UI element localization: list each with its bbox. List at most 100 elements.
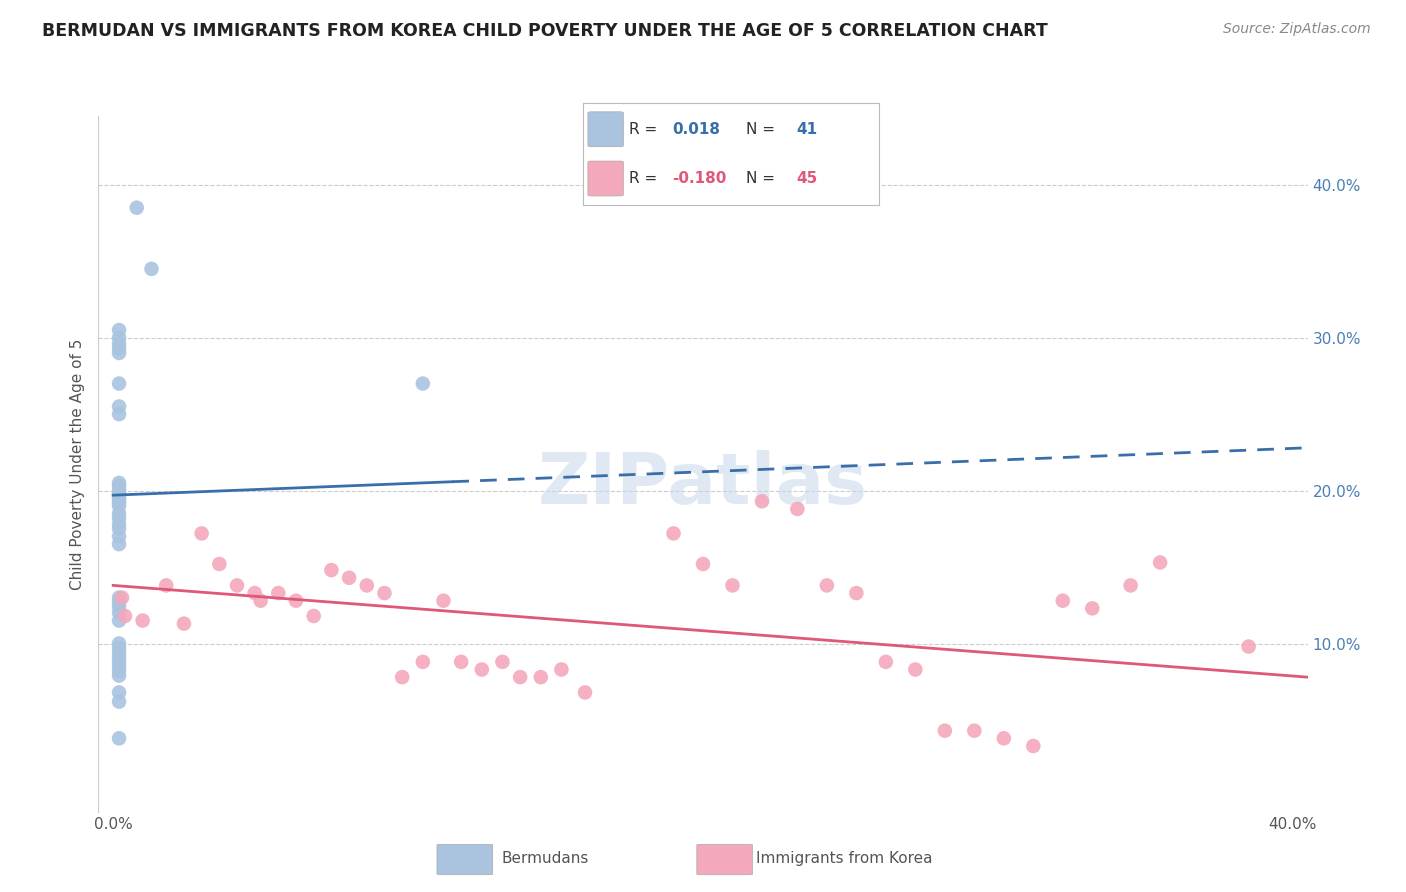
Text: R =: R = bbox=[630, 121, 658, 136]
Point bbox=[321, 563, 343, 577]
Point bbox=[108, 490, 131, 504]
Point bbox=[786, 502, 808, 516]
Point bbox=[1149, 556, 1171, 570]
Text: Bermudans: Bermudans bbox=[502, 851, 589, 866]
Point bbox=[108, 731, 131, 746]
Point bbox=[1052, 593, 1074, 607]
Point bbox=[509, 670, 531, 684]
Point bbox=[173, 616, 195, 631]
Point bbox=[108, 486, 131, 500]
Text: R =: R = bbox=[630, 171, 658, 186]
Point bbox=[249, 593, 271, 607]
Point bbox=[471, 663, 494, 677]
Point bbox=[432, 593, 454, 607]
Point bbox=[108, 636, 131, 650]
Point bbox=[875, 655, 897, 669]
Point bbox=[963, 723, 986, 738]
Point bbox=[993, 731, 1015, 746]
Point bbox=[108, 614, 131, 628]
Point bbox=[108, 668, 131, 682]
Point bbox=[108, 641, 131, 656]
Point bbox=[108, 664, 131, 678]
Point bbox=[190, 526, 212, 541]
Point bbox=[108, 511, 131, 525]
Point bbox=[108, 475, 131, 490]
Point bbox=[108, 606, 131, 620]
Point bbox=[108, 342, 131, 356]
Point bbox=[108, 499, 131, 513]
Point bbox=[108, 685, 131, 699]
Point bbox=[108, 650, 131, 665]
Point bbox=[108, 517, 131, 532]
Point bbox=[904, 663, 927, 677]
Point bbox=[111, 591, 134, 605]
Point bbox=[108, 591, 131, 605]
Point bbox=[108, 655, 131, 669]
Point bbox=[412, 655, 434, 669]
Point bbox=[108, 483, 131, 498]
Point bbox=[721, 578, 744, 592]
Point bbox=[267, 586, 290, 600]
Text: Source: ZipAtlas.com: Source: ZipAtlas.com bbox=[1223, 22, 1371, 37]
Point bbox=[108, 331, 131, 345]
Point bbox=[155, 578, 177, 592]
Point bbox=[692, 557, 714, 571]
Point bbox=[491, 655, 513, 669]
Point bbox=[108, 323, 131, 337]
Point bbox=[108, 496, 131, 510]
Point bbox=[108, 346, 131, 360]
Point bbox=[662, 526, 685, 541]
Point bbox=[131, 614, 153, 628]
Point bbox=[226, 578, 249, 592]
Point bbox=[108, 695, 131, 709]
Text: -0.180: -0.180 bbox=[672, 171, 727, 186]
Point bbox=[356, 578, 378, 592]
FancyBboxPatch shape bbox=[437, 845, 492, 875]
Point bbox=[108, 336, 131, 351]
Text: 0.018: 0.018 bbox=[672, 121, 720, 136]
Point bbox=[845, 586, 868, 600]
Point bbox=[141, 261, 163, 276]
Point bbox=[114, 609, 136, 624]
Point bbox=[412, 376, 434, 391]
Point bbox=[208, 557, 231, 571]
Point bbox=[108, 507, 131, 521]
Point bbox=[530, 670, 553, 684]
Point bbox=[108, 595, 131, 609]
Point bbox=[108, 376, 131, 391]
Text: 45: 45 bbox=[796, 171, 817, 186]
Point bbox=[108, 400, 131, 414]
Point bbox=[108, 659, 131, 673]
Point bbox=[243, 586, 266, 600]
Point bbox=[108, 479, 131, 493]
Point bbox=[550, 663, 572, 677]
Point bbox=[108, 646, 131, 660]
FancyBboxPatch shape bbox=[697, 845, 752, 875]
Text: Immigrants from Korea: Immigrants from Korea bbox=[755, 851, 932, 866]
Point bbox=[373, 586, 395, 600]
Point bbox=[302, 609, 325, 624]
Point bbox=[108, 599, 131, 614]
Point bbox=[108, 522, 131, 536]
Point bbox=[1237, 640, 1260, 654]
Text: 41: 41 bbox=[796, 121, 817, 136]
Point bbox=[391, 670, 413, 684]
Point bbox=[108, 407, 131, 421]
Point bbox=[337, 571, 360, 585]
Point bbox=[125, 201, 148, 215]
Point bbox=[450, 655, 472, 669]
Text: ZIPatlas: ZIPatlas bbox=[538, 450, 868, 519]
Point bbox=[1119, 578, 1142, 592]
Point bbox=[1081, 601, 1104, 615]
Point bbox=[108, 529, 131, 543]
Point bbox=[108, 492, 131, 507]
FancyBboxPatch shape bbox=[588, 161, 623, 196]
Point bbox=[1022, 739, 1045, 753]
FancyBboxPatch shape bbox=[588, 112, 623, 146]
Text: N =: N = bbox=[747, 171, 775, 186]
Point bbox=[574, 685, 596, 699]
Point bbox=[751, 494, 773, 508]
Point bbox=[815, 578, 838, 592]
Text: BERMUDAN VS IMMIGRANTS FROM KOREA CHILD POVERTY UNDER THE AGE OF 5 CORRELATION C: BERMUDAN VS IMMIGRANTS FROM KOREA CHILD … bbox=[42, 22, 1047, 40]
Point bbox=[108, 537, 131, 551]
